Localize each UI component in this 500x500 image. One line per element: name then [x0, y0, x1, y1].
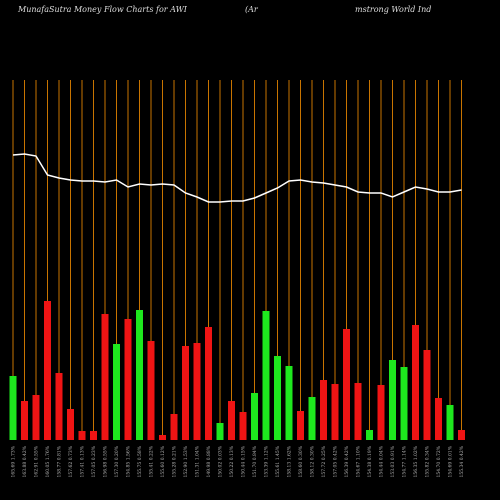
bar	[78, 431, 86, 440]
x-tick-label: 157.72 0.25%	[321, 445, 327, 477]
x-tick-label: 153.03 0.91%	[390, 445, 396, 477]
x-tick-label: 155.82 0.34%	[425, 445, 431, 477]
x-tick-label: 156.35 1.02%	[413, 445, 419, 477]
x-tick-label: 154.70 0.72%	[436, 445, 442, 477]
x-tick-label: 152.90 1.53%	[183, 445, 189, 477]
x-tick-label: 157.05 0.23%	[91, 445, 97, 477]
x-tick-label: 158.60 0.30%	[298, 445, 304, 477]
x-tick-label: 154.85 1.56%	[126, 445, 132, 477]
bar	[136, 310, 143, 440]
x-tick-label: 153.39 1.12%	[264, 445, 270, 477]
x-tick-label: 157.30 0.20%	[114, 445, 120, 477]
bar	[193, 343, 201, 440]
bar	[101, 314, 109, 440]
bar	[285, 366, 293, 440]
bar	[331, 384, 339, 440]
bar	[44, 301, 51, 440]
chart-title-part: (Ar	[245, 5, 259, 14]
x-tick-label: 150.02 0.03%	[218, 445, 224, 477]
x-tick-label: 160.05 1.76%	[45, 445, 51, 477]
bar	[170, 414, 178, 440]
bar	[423, 350, 431, 440]
bar	[228, 401, 235, 440]
bar	[55, 373, 63, 440]
bar	[182, 346, 189, 440]
x-tick-label: 156.39 0.42%	[344, 445, 350, 477]
x-tick-label: 158.77 0.81%	[57, 445, 63, 477]
bar	[412, 325, 419, 440]
bar	[354, 383, 362, 440]
x-tick-label: 157.62 0.73%	[68, 445, 74, 477]
chart-title: MunafaSutra Money Flow Charts for AWI	[17, 5, 188, 14]
bar	[251, 393, 258, 440]
x-tick-label: 162.91 0.55%	[34, 445, 40, 477]
bar	[262, 311, 270, 440]
x-tick-label: 150.44 0.15%	[241, 445, 247, 477]
x-tick-label: 154.77 1.14%	[402, 445, 408, 477]
x-tick-label: 154.44 0.04%	[379, 445, 385, 477]
bar	[400, 367, 408, 440]
bar	[458, 430, 465, 440]
bar	[297, 411, 304, 440]
bar	[124, 319, 132, 440]
bar	[239, 412, 247, 440]
bar	[205, 327, 212, 440]
bar	[320, 380, 327, 440]
x-tick-label: 165.69 1.73%	[11, 445, 17, 477]
bar	[67, 409, 74, 440]
x-tick-label: 156.98 0.55%	[103, 445, 109, 477]
x-tick-label: 154.67 1.10%	[356, 445, 362, 477]
bar	[343, 329, 350, 440]
bar	[147, 341, 155, 440]
x-tick-label: 163.88 0.42%	[22, 445, 28, 477]
bar	[366, 430, 373, 440]
bar	[274, 356, 281, 440]
bar	[21, 401, 28, 440]
bar	[9, 376, 17, 440]
bar	[389, 360, 396, 440]
bar	[159, 435, 166, 440]
x-tick-label: 149.98 0.88%	[206, 445, 212, 477]
x-tick-label: 158.12 0.30%	[310, 445, 316, 477]
x-tick-label: 157.05 0.42%	[333, 445, 339, 477]
x-tick-label: 151.70 0.84%	[252, 445, 258, 477]
bar	[446, 405, 454, 440]
bar	[32, 395, 40, 440]
bar	[90, 431, 97, 440]
chart-title-part: mstrong World Ind	[355, 5, 431, 14]
x-tick-label: 151.31 1.04%	[195, 445, 201, 477]
x-tick-label: 154.38 0.19%	[367, 445, 373, 477]
bar	[435, 398, 442, 440]
x-tick-label: 154.69 0.01%	[448, 445, 454, 477]
bar	[308, 397, 316, 440]
x-tick-label: 150.22 0.13%	[229, 445, 235, 477]
bar	[216, 423, 224, 440]
bar	[113, 344, 120, 440]
x-tick-label: 158.13 1.62%	[287, 445, 293, 477]
x-tick-label: 155.60 0.12%	[160, 445, 166, 477]
x-tick-label: 155.28 0.21%	[172, 445, 178, 477]
bar	[377, 385, 385, 440]
x-tick-label: 157.41 0.13%	[80, 445, 86, 477]
x-tick-label: 155.41 0.22%	[149, 445, 155, 477]
x-tick-label: 155.61 1.45%	[275, 445, 281, 477]
x-tick-label: 155.75 0.58%	[137, 445, 143, 477]
price-line	[12, 153, 462, 203]
x-tick-label: 155.34 0.42%	[459, 445, 465, 477]
